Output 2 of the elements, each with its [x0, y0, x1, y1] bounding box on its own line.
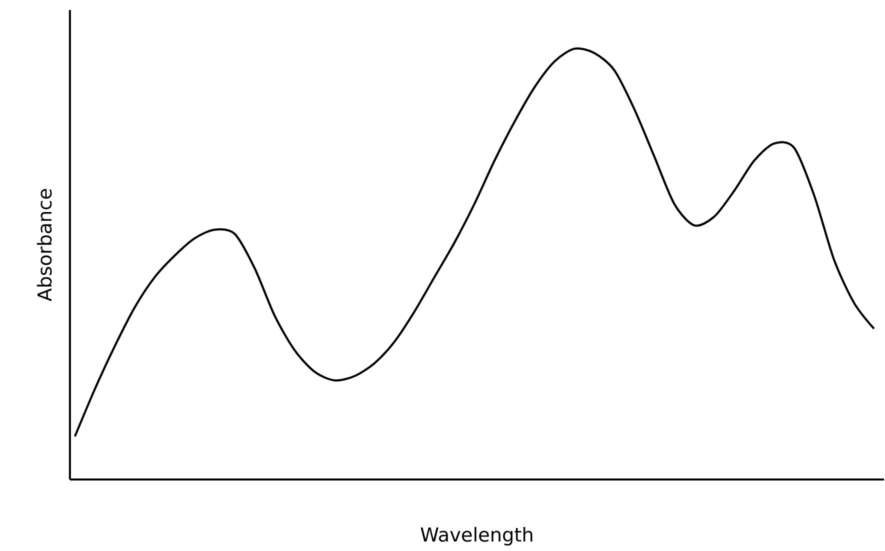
x-axis-title: Wavelength: [420, 526, 532, 546]
y-axis-title: Absorbance: [36, 188, 52, 302]
